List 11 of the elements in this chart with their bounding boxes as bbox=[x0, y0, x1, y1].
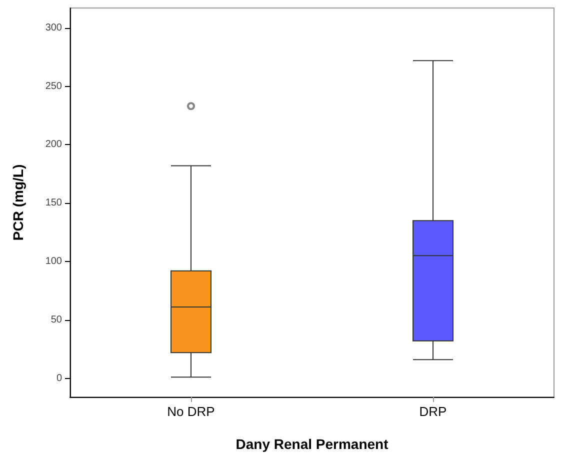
y-tick-label: 250 bbox=[45, 80, 62, 92]
y-tick-label: 150 bbox=[45, 198, 62, 209]
y-tick-label: 300 bbox=[45, 22, 62, 34]
y-tick-label: 200 bbox=[45, 139, 62, 150]
y-tick-label: 100 bbox=[45, 256, 62, 267]
x-tick-label: DRP bbox=[419, 404, 447, 419]
y-tick-label: 50 bbox=[50, 314, 62, 326]
x-axis-title: Dany Renal Permanent bbox=[236, 436, 389, 452]
y-tick-label: 0 bbox=[56, 372, 62, 384]
x-tick-label: No DRP bbox=[167, 404, 215, 419]
y-axis-title: PCR (mg/L) bbox=[10, 164, 26, 241]
